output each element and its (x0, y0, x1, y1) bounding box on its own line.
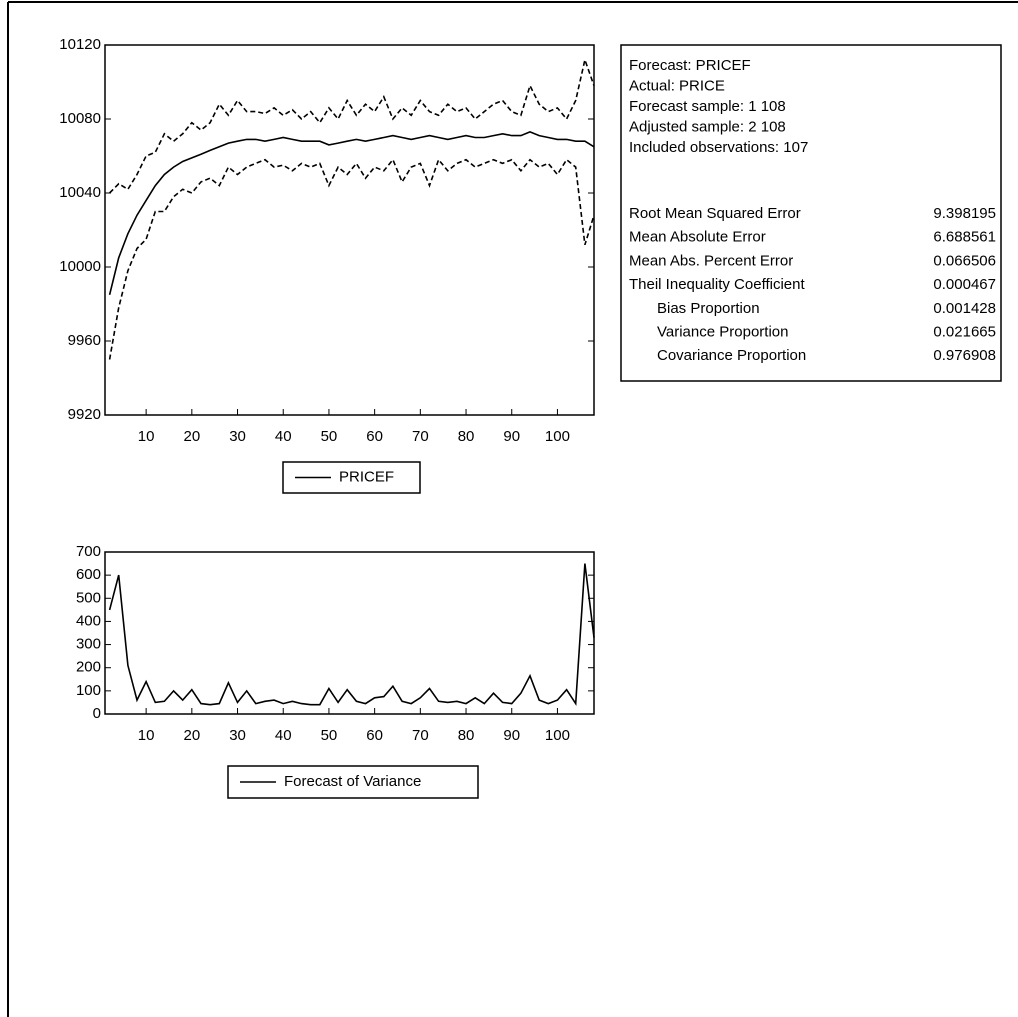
x-tick-label: 10 (138, 727, 155, 744)
stats-value: 0.021665 (933, 323, 996, 340)
stats-label: Covariance Proportion (657, 347, 806, 364)
x-tick-label: 50 (321, 428, 338, 445)
x-tick-label: 40 (275, 428, 292, 445)
plot-frame (105, 45, 594, 415)
stats-value: 0.000467 (933, 276, 996, 293)
x-tick-label: 100 (545, 727, 570, 744)
y-tick-label: 400 (76, 612, 101, 629)
stats-label: Bias Proportion (657, 300, 760, 317)
x-tick-label: 50 (321, 727, 338, 744)
y-tick-label: 100 (76, 682, 101, 699)
x-tick-label: 20 (183, 428, 200, 445)
legend-label: Forecast of Variance (284, 773, 421, 790)
stats-label: Mean Abs. Percent Error (629, 252, 793, 269)
y-tick-label: 300 (76, 636, 101, 653)
y-tick-label: 10000 (59, 258, 101, 275)
stats-label: Theil Inequality Coefficient (629, 276, 805, 293)
stats-header: Forecast: PRICEF (629, 57, 751, 74)
y-tick-label: 200 (76, 659, 101, 676)
stats-header: Adjusted sample: 2 108 (629, 118, 786, 135)
stats-value: 0.001428 (933, 300, 996, 317)
x-tick-label: 90 (503, 727, 520, 744)
x-tick-label: 70 (412, 727, 429, 744)
x-tick-label: 40 (275, 727, 292, 744)
stats-label: Root Mean Squared Error (629, 205, 801, 222)
stats-value: 6.688561 (933, 229, 996, 246)
y-tick-label: 500 (76, 589, 101, 606)
stats-label: Mean Absolute Error (629, 229, 766, 246)
stats-value: 0.976908 (933, 347, 996, 364)
x-tick-label: 10 (138, 428, 155, 445)
band-line (110, 160, 594, 360)
x-tick-label: 60 (366, 428, 383, 445)
y-tick-label: 10080 (59, 110, 101, 127)
y-tick-label: 10040 (59, 184, 101, 201)
y-tick-label: 9920 (68, 406, 101, 423)
x-tick-label: 60 (366, 727, 383, 744)
legend-label: PRICEF (339, 468, 394, 485)
x-tick-label: 80 (458, 428, 475, 445)
y-tick-label: 600 (76, 566, 101, 583)
x-tick-label: 90 (503, 428, 520, 445)
plot-frame (105, 552, 594, 714)
band-line (110, 60, 594, 193)
stats-header: Actual: PRICE (629, 77, 725, 94)
series-line (110, 564, 594, 705)
x-tick-label: 100 (545, 428, 570, 445)
x-tick-label: 20 (183, 727, 200, 744)
stats-value: 9.398195 (933, 205, 996, 222)
y-tick-label: 9960 (68, 332, 101, 349)
y-tick-label: 700 (76, 543, 101, 560)
stats-header: Included observations: 107 (629, 139, 808, 156)
y-tick-label: 10120 (59, 36, 101, 53)
x-tick-label: 80 (458, 727, 475, 744)
x-tick-label: 70 (412, 428, 429, 445)
stats-label: Variance Proportion (657, 323, 788, 340)
stats-header: Forecast sample: 1 108 (629, 98, 786, 115)
x-tick-label: 30 (229, 727, 246, 744)
series-line (110, 132, 594, 295)
stats-value: 0.066506 (933, 252, 996, 269)
x-tick-label: 30 (229, 428, 246, 445)
y-tick-label: 0 (93, 705, 101, 722)
screenshot: 9920996010000100401008010120102030405060… (0, 0, 1018, 1017)
